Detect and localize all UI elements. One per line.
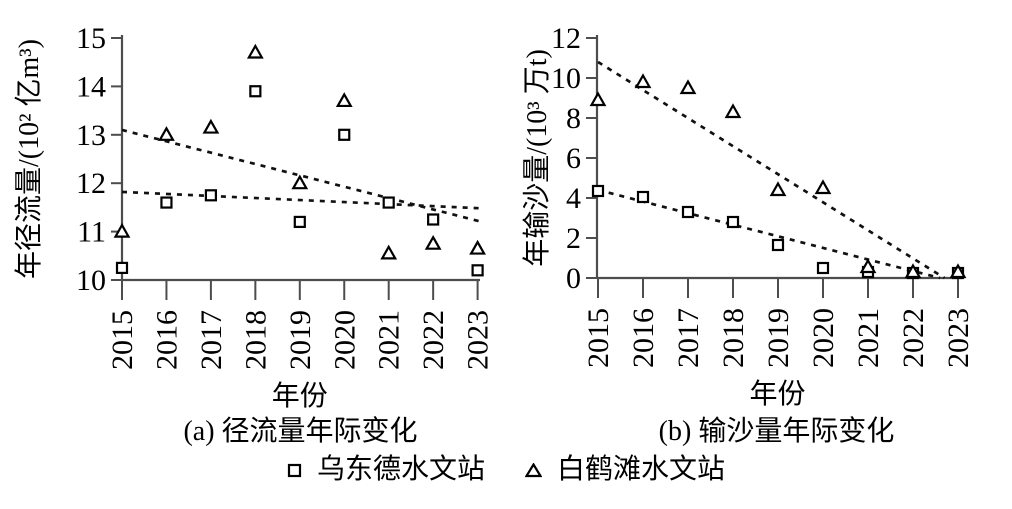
- data-point-square: [338, 128, 351, 141]
- data-point-triangle: [769, 181, 787, 197]
- chart-a-canvas: 10 11 12 13 14 15 2015 2016 2017 2018 2019 2020 2021…: [13, 22, 495, 412]
- y-tick-label: 8: [566, 102, 581, 135]
- data-point-triangle: [469, 239, 486, 255]
- data-point-triangle: [814, 179, 832, 195]
- x-axis-title: 年份: [272, 380, 328, 412]
- data-point-triangle: [634, 73, 652, 89]
- chart-b-caption: (b) 输沙量年际变化: [658, 416, 895, 447]
- data-point-triangle: [113, 222, 131, 238]
- data-point-square: [681, 205, 695, 219]
- data-point-square: [160, 196, 173, 209]
- y-tick-label: 6: [566, 142, 581, 175]
- x-tick-label: 2015: [106, 310, 139, 370]
- y-tick-label: 12: [551, 22, 581, 55]
- legend-item-wudongde: 乌东德水文站: [287, 453, 485, 487]
- data-point-triangle: [679, 79, 697, 95]
- data-point-square: [726, 215, 740, 229]
- y-tick-label: 10: [551, 62, 581, 95]
- data-point-square: [249, 85, 262, 98]
- data-point-triangle: [246, 43, 264, 59]
- x-tick-label: 2023: [942, 308, 975, 368]
- data-point-triangle: [202, 118, 220, 134]
- x-tick-label: 2017: [195, 310, 228, 370]
- data-point-triangle: [424, 234, 442, 250]
- data-point-square: [115, 261, 129, 274]
- x-tick-label: 2022: [897, 308, 930, 368]
- data-point-square: [204, 189, 217, 202]
- data-point-triangle: [158, 126, 175, 141]
- chart-b-canvas: 0 2 4 6 8 10 12 2015 2016 2017 2018 2019 2020 2021 202…: [521, 22, 975, 410]
- y-tick-label: 13: [76, 119, 106, 152]
- trendline: [597, 60, 946, 280]
- y-tick-label: 11: [77, 216, 106, 249]
- chart-legend: 乌东德水文站 白鹤滩水文站: [0, 453, 1012, 487]
- trendline: [121, 190, 483, 210]
- y-tick-label: 2: [566, 222, 581, 255]
- x-axis-title: 年份: [749, 378, 805, 410]
- legend-label-wudongde: 乌东德水文站: [316, 454, 485, 485]
- x-tick-label: 2016: [627, 308, 660, 368]
- square-marker-icon: [287, 463, 302, 477]
- y-tick-label: 14: [76, 70, 106, 103]
- data-point-square: [427, 213, 440, 226]
- y-tick-label: 12: [76, 167, 106, 200]
- legend-label-baihetan: 白鹤滩水文站: [557, 454, 726, 485]
- x-tick-label: 2015: [582, 308, 615, 368]
- data-point-triangle: [859, 258, 877, 274]
- data-point-square: [293, 215, 306, 229]
- x-tick-label: 2020: [807, 308, 840, 368]
- data-point-square: [471, 264, 484, 277]
- x-tick-label: 2018: [717, 308, 750, 368]
- data-point-square: [771, 238, 785, 252]
- data-point-triangle: [380, 244, 398, 260]
- x-tick-label: 2019: [762, 308, 795, 368]
- data-point-triangle: [589, 91, 607, 107]
- data-point-square: [636, 190, 650, 204]
- x-tick-label: 2023: [462, 310, 495, 370]
- x-tick-label: 2016: [150, 310, 183, 370]
- trendline: [597, 188, 941, 280]
- x-tick-label: 2021: [373, 310, 406, 370]
- data-point-triangle: [335, 92, 353, 108]
- chart-a-caption: (a) 径流量年际变化: [183, 416, 418, 447]
- y-tick-label: 15: [76, 22, 106, 55]
- x-tick-label: 2017: [672, 308, 705, 368]
- x-tick-label: 2019: [284, 310, 317, 370]
- data-point-square: [591, 184, 605, 198]
- data-point-triangle: [949, 263, 967, 279]
- data-point-square: [382, 196, 395, 209]
- data-point-triangle: [291, 174, 309, 190]
- y-tick-label: 10: [76, 264, 106, 297]
- legend-item-baihetan: 白鹤滩水文站: [525, 453, 725, 487]
- y-tick-label: 4: [566, 182, 581, 215]
- data-point-square: [816, 261, 830, 275]
- y-tick-label: 0: [566, 262, 581, 295]
- x-tick-label: 2021: [852, 308, 885, 368]
- triangle-marker-icon: [525, 462, 542, 477]
- trendline: [121, 128, 483, 224]
- x-tick-label: 2020: [328, 310, 361, 370]
- x-tick-label: 2022: [417, 310, 450, 370]
- y-axis-title: 年径流量/(10² 亿m³): [13, 39, 45, 279]
- x-tick-label: 2018: [239, 310, 272, 370]
- data-point-triangle: [724, 103, 742, 119]
- y-axis-title: 年输沙量/(10³ 万t): [521, 49, 553, 267]
- data-point-triangle: [904, 263, 922, 279]
